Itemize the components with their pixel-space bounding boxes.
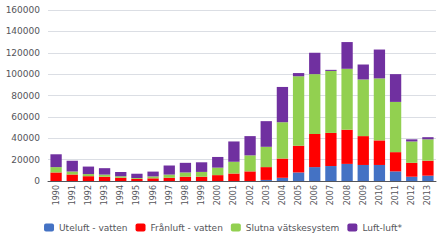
svg-text:2002: 2002 — [246, 185, 255, 205]
svg-text:2000: 2000 — [213, 185, 222, 205]
svg-text:80000: 80000 — [11, 91, 40, 101]
svg-text:40000: 40000 — [11, 133, 40, 143]
svg-text:1998: 1998 — [181, 185, 190, 205]
svg-text:1996: 1996 — [149, 185, 158, 205]
svg-text:2011: 2011 — [391, 185, 400, 205]
svg-text:1993: 1993 — [100, 185, 109, 205]
svg-text:2008: 2008 — [343, 185, 352, 205]
svg-text:2010: 2010 — [375, 185, 384, 205]
svg-text:2012: 2012 — [407, 185, 416, 205]
svg-text:Frånluft - vatten: Frånluft - vatten — [151, 223, 223, 233]
svg-text:Luft-luft*: Luft-luft* — [362, 223, 402, 233]
svg-text:1990: 1990 — [52, 185, 61, 205]
svg-text:1994: 1994 — [116, 185, 125, 205]
svg-text:Slutna vätskesystem: Slutna vätskesystem — [246, 223, 340, 233]
svg-text:2009: 2009 — [359, 185, 368, 205]
svg-text:1992: 1992 — [84, 185, 93, 205]
svg-text:2006: 2006 — [310, 185, 319, 205]
svg-text:2013: 2013 — [423, 185, 432, 205]
svg-text:0: 0 — [34, 176, 40, 186]
svg-text:Uteluft - vatten: Uteluft - vatten — [59, 223, 128, 233]
svg-text:120000: 120000 — [6, 48, 41, 58]
svg-text:140000: 140000 — [6, 26, 41, 36]
svg-text:20000: 20000 — [11, 155, 40, 165]
svg-text:160000: 160000 — [6, 5, 41, 15]
svg-text:2007: 2007 — [326, 185, 335, 205]
svg-text:1995: 1995 — [132, 185, 141, 205]
svg-text:2004: 2004 — [278, 185, 287, 205]
svg-text:2005: 2005 — [294, 185, 303, 205]
svg-text:100000: 100000 — [6, 69, 41, 79]
svg-text:2003: 2003 — [262, 185, 271, 205]
svg-text:1999: 1999 — [197, 185, 206, 205]
svg-text:2001: 2001 — [229, 185, 238, 205]
svg-text:60000: 60000 — [11, 112, 40, 122]
svg-text:1997: 1997 — [165, 185, 174, 205]
svg-text:1991: 1991 — [68, 185, 77, 205]
